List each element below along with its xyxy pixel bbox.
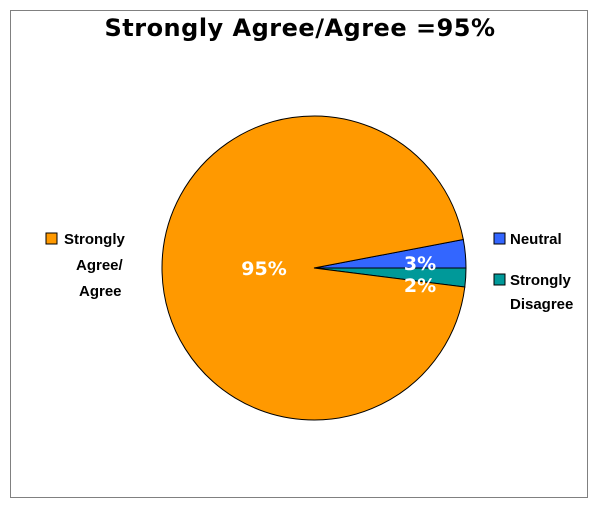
legend-swatch-strongly-agree-agree xyxy=(45,232,58,245)
legend-item-neutral: Neutral xyxy=(493,231,562,248)
pie-slice-strongly-agree-agree xyxy=(161,115,466,421)
data-label-strongly-disagree: 2% xyxy=(404,275,436,297)
data-label-strongly-agree-agree: 95% xyxy=(241,258,286,280)
legend-label-strongly-disagree: Strongly Disagree xyxy=(510,272,573,313)
chart-title: Strongly Agree/Agree =95% xyxy=(104,14,496,42)
legend-label-neutral: Neutral xyxy=(510,231,562,248)
data-labels: 2%3% 95% xyxy=(241,253,436,297)
pie-slices xyxy=(161,115,467,421)
legend-swatch-strongly-disagree xyxy=(493,273,506,286)
legend-swatch-neutral xyxy=(493,232,506,245)
legend: Strongly Agree/Agree Neutral Strongly Disagr… xyxy=(45,231,573,313)
legend-label-strongly-agree-agree: Strongly Agree/Agree xyxy=(64,231,125,300)
legend-item-strongly-disagree: Strongly Disagree xyxy=(493,272,573,313)
data-label-neutral: 3% xyxy=(404,253,436,275)
legend-item-strongly-agree-agree: Strongly Agree/Agree xyxy=(45,231,125,300)
